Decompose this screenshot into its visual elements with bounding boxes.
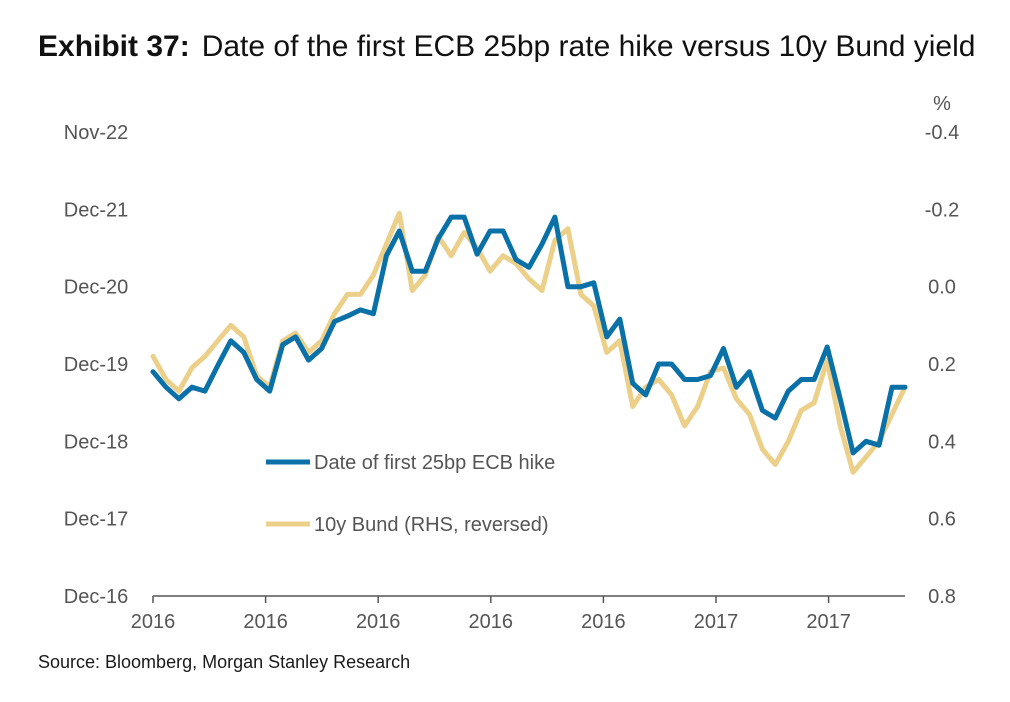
x-axis: 2016 2016 2016 2016 2016 2017 2017	[131, 596, 851, 633]
left-tick-label: Dec-17	[64, 509, 128, 531]
legend-label: Date of first 25bp ECB hike	[314, 452, 555, 474]
left-tick-label: Dec-19	[64, 354, 128, 376]
x-tick-label: 2017	[806, 611, 851, 633]
right-tick-label: -0.2	[925, 199, 959, 221]
left-tick-label: Dec-16	[64, 586, 128, 608]
exhibit-title: Date of the first ECB 25bp rate hike ver…	[201, 30, 976, 63]
x-tick-label: 2016	[243, 611, 288, 633]
series-line-ecb-hike	[150, 214, 908, 456]
right-tick-label: 0.2	[928, 354, 956, 376]
right-tick-label: 0.6	[928, 509, 956, 531]
x-tick-label: 2016	[356, 611, 401, 633]
left-tick-label: Dec-21	[64, 199, 128, 221]
source-note: Source: Bloomberg, Morgan Stanley Resear…	[38, 652, 411, 672]
x-tick-label: 2016	[581, 611, 626, 633]
right-axis-unit: %	[933, 93, 951, 115]
right-tick-label: 0.0	[928, 277, 956, 299]
right-axis: -0.4 -0.2 0.0 0.2 0.4 0.6 0.8	[925, 122, 959, 608]
exhibit-label: Exhibit 37:	[38, 30, 190, 63]
series-lines	[150, 210, 908, 475]
series-line-bund-yield	[150, 210, 908, 475]
x-tick-label: 2016	[131, 611, 176, 633]
x-tick-label: 2017	[694, 611, 739, 633]
left-tick-label: Dec-18	[64, 431, 128, 453]
left-tick-label: Nov-22	[64, 122, 128, 144]
chart-title: Exhibit 37: Date of the first ECB 25bp ra…	[38, 30, 975, 64]
left-axis: Dec-16 Dec-17 Dec-18 Dec-19 Dec-20 Dec-21 Nov-…	[64, 122, 128, 608]
right-tick-label: -0.4	[925, 122, 959, 144]
right-tick-label: 0.8	[928, 586, 956, 608]
x-tick-label: 2016	[469, 611, 514, 633]
legend-label: 10y Bund (RHS, reversed)	[314, 514, 549, 536]
legend: Date of first 25bp ECB hike 10y Bund (RHS…	[266, 452, 555, 536]
right-tick-label: 0.4	[928, 431, 956, 453]
left-tick-label: Dec-20	[64, 277, 128, 299]
